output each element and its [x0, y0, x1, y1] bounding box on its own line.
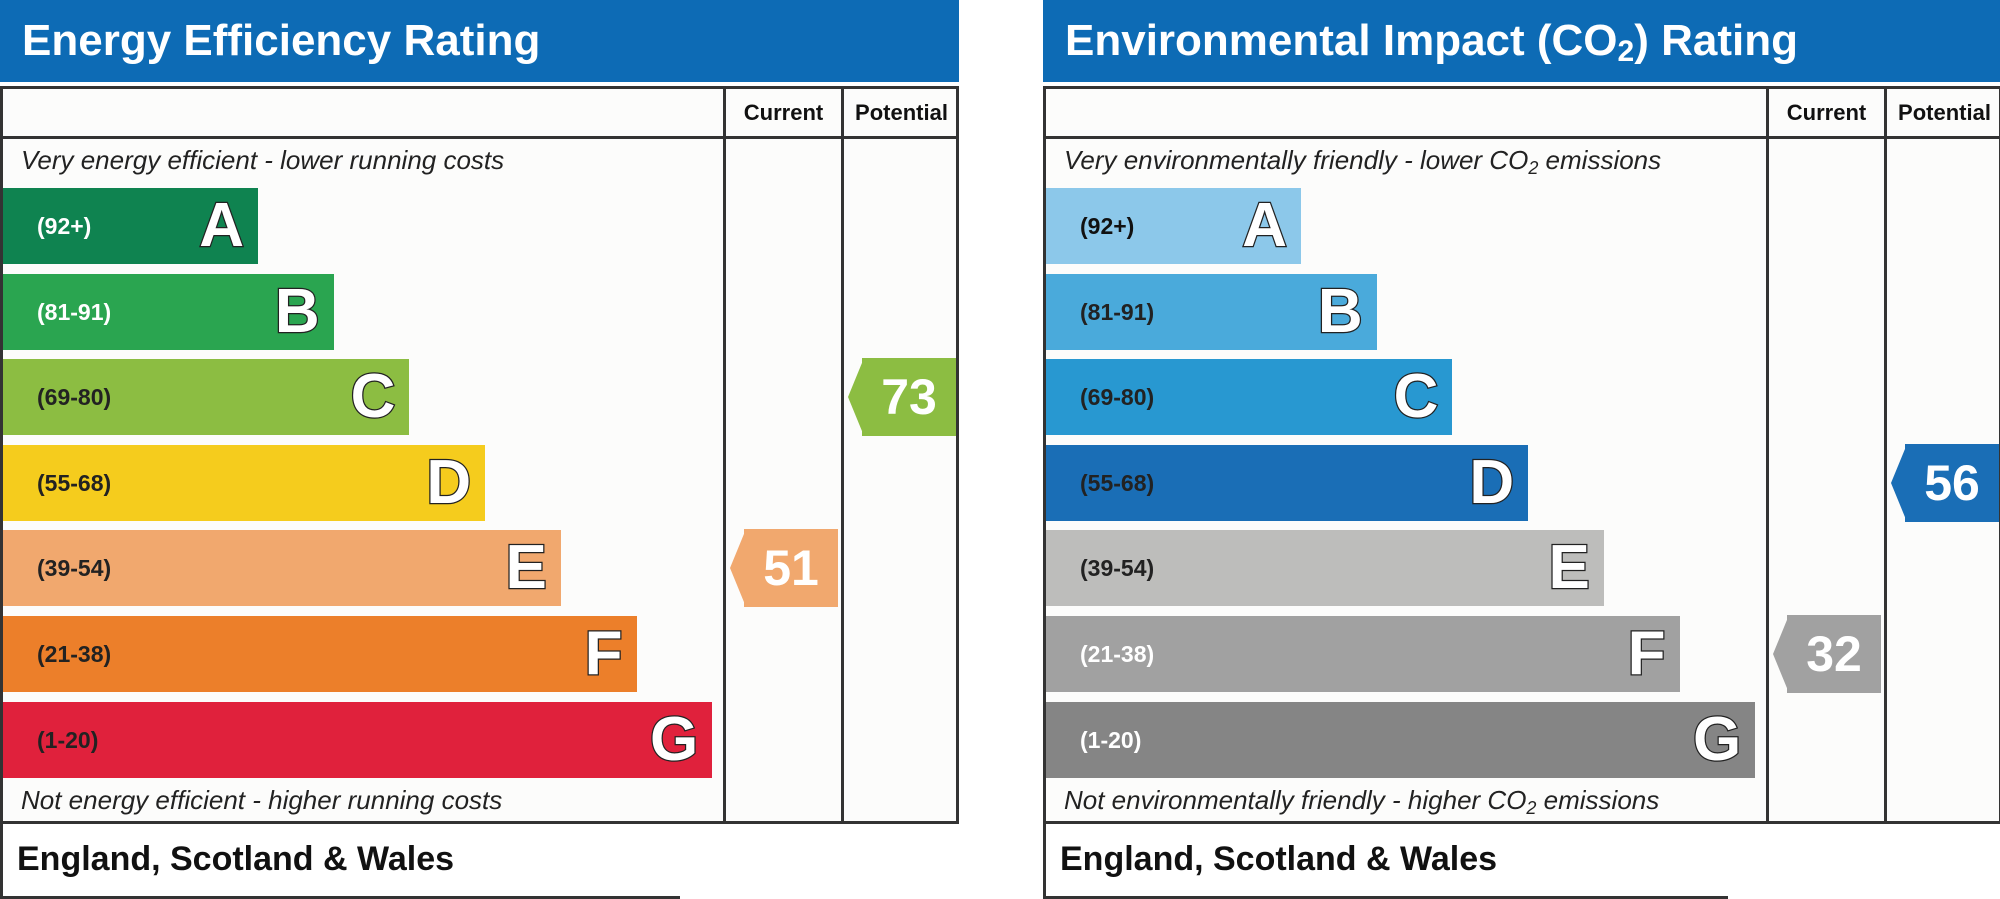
rating-band-b: (81-91) B: [3, 273, 334, 350]
rating-band-d: (55-68) D: [3, 444, 486, 521]
environmental-header-rule: [1046, 136, 1999, 139]
band-range-label: (39-54): [1080, 555, 1155, 582]
energy-current-rating-value: 51: [744, 529, 838, 608]
rating-band-c: (69-80) C: [3, 359, 410, 436]
band-letter: F: [1626, 618, 1666, 690]
environmental-region-footer: England, Scotland & Wales: [1043, 824, 1728, 899]
band-range-label: (55-68): [1080, 469, 1155, 496]
rating-band-d: (55-68) D: [1046, 444, 1529, 521]
band-letter: B: [1317, 275, 1364, 347]
rating-band-g: (1-20) G: [1046, 701, 1756, 778]
energy-current-rating-pointer: 51: [730, 529, 838, 608]
environmental-column-divider-current: [1766, 89, 1769, 821]
band-letter: C: [1392, 361, 1439, 433]
band-letter: E: [504, 532, 548, 604]
band-letter: G: [1692, 703, 1743, 775]
environmental-rating-grid: Current Potential Very environmentally f…: [1043, 86, 2000, 824]
energy-column-divider-potential: [841, 89, 844, 821]
band-letter: D: [1468, 447, 1515, 519]
environmental-region-label: England, Scotland & Wales: [1060, 840, 1498, 878]
environmental-top-caption: Very environmentally friendly - lower CO…: [1064, 145, 1662, 178]
rating-band-g: (1-20) G: [3, 701, 713, 778]
band-range-label: (69-80): [37, 384, 112, 411]
band-letter: A: [1241, 190, 1288, 262]
energy-header-rule: [3, 136, 956, 139]
energy-current-header: Current: [743, 100, 824, 125]
environmental-impact-panel: Environmental Impact (CO2) Rating Curren…: [1043, 0, 2000, 899]
energy-potential-rating-value: 73: [862, 358, 956, 437]
environmental-chart-title: Environmental Impact (CO2) Rating: [1043, 0, 2000, 82]
energy-rating-grid: Current Potential Very energy efficient …: [0, 86, 959, 824]
band-range-label: (69-80): [1080, 384, 1155, 411]
environmental-current-rating-value: 32: [1787, 615, 1881, 693]
band-letter: A: [198, 190, 245, 262]
energy-potential-pointer-arrow: [848, 358, 864, 437]
band-range-label: (81-91): [1080, 298, 1155, 325]
energy-potential-rating-pointer: 73: [848, 358, 956, 437]
rating-band-e: (39-54) E: [3, 530, 561, 607]
energy-column-divider-current: [723, 89, 726, 821]
environmental-current-pointer-arrow: [1773, 615, 1789, 693]
energy-potential-header: Potential: [855, 100, 948, 125]
energy-region-footer: England, Scotland & Wales: [0, 824, 680, 899]
energy-current-pointer-arrow: [730, 529, 746, 608]
band-letter: E: [1547, 532, 1591, 604]
energy-region-label: England, Scotland & Wales: [17, 840, 455, 878]
band-letter: B: [274, 275, 321, 347]
rating-band-f: (21-38) F: [3, 616, 637, 692]
environmental-current-rating-pointer: 32: [1773, 615, 1881, 693]
rating-band-a: (92+) A: [1046, 188, 1301, 264]
band-range-label: (92+): [1080, 213, 1135, 239]
environmental-current-header: Current: [1786, 100, 1867, 125]
band-range-label: (55-68): [37, 469, 112, 496]
band-letter: F: [583, 618, 623, 690]
band-range-label: (81-91): [37, 298, 112, 325]
rating-band-b: (81-91) B: [1046, 273, 1377, 350]
environmental-bottom-caption: Not environmentally friendly - higher CO…: [1064, 785, 1660, 818]
band-range-label: (39-54): [37, 555, 112, 582]
rating-band-e: (39-54) E: [1046, 530, 1604, 607]
environmental-potential-rating-value: 56: [1905, 443, 1999, 522]
energy-bottom-caption: Not energy efficient - higher running co…: [21, 785, 503, 815]
band-range-label: (1-20): [37, 726, 99, 753]
energy-efficiency-panel: Energy Efficiency Rating Current Potenti…: [0, 0, 959, 899]
rating-band-a: (92+) A: [3, 188, 258, 264]
environmental-potential-header: Potential: [1898, 100, 1991, 125]
energy-chart-title: Energy Efficiency Rating: [0, 0, 959, 82]
environmental-column-divider-potential: [1884, 89, 1887, 821]
band-range-label: (21-38): [1080, 641, 1155, 667]
band-letter: G: [649, 703, 700, 775]
band-range-label: (92+): [37, 213, 92, 239]
rating-band-c: (69-80) C: [1046, 359, 1453, 436]
band-range-label: (21-38): [37, 641, 112, 667]
energy-top-caption: Very energy efficient - lower running co…: [21, 145, 505, 175]
rating-band-f: (21-38) F: [1046, 616, 1680, 692]
band-letter: D: [425, 447, 472, 519]
band-range-label: (1-20): [1080, 726, 1142, 753]
band-letter: C: [349, 361, 396, 433]
environmental-potential-rating-pointer: 56: [1891, 443, 1999, 522]
environmental-potential-pointer-arrow: [1891, 443, 1907, 522]
